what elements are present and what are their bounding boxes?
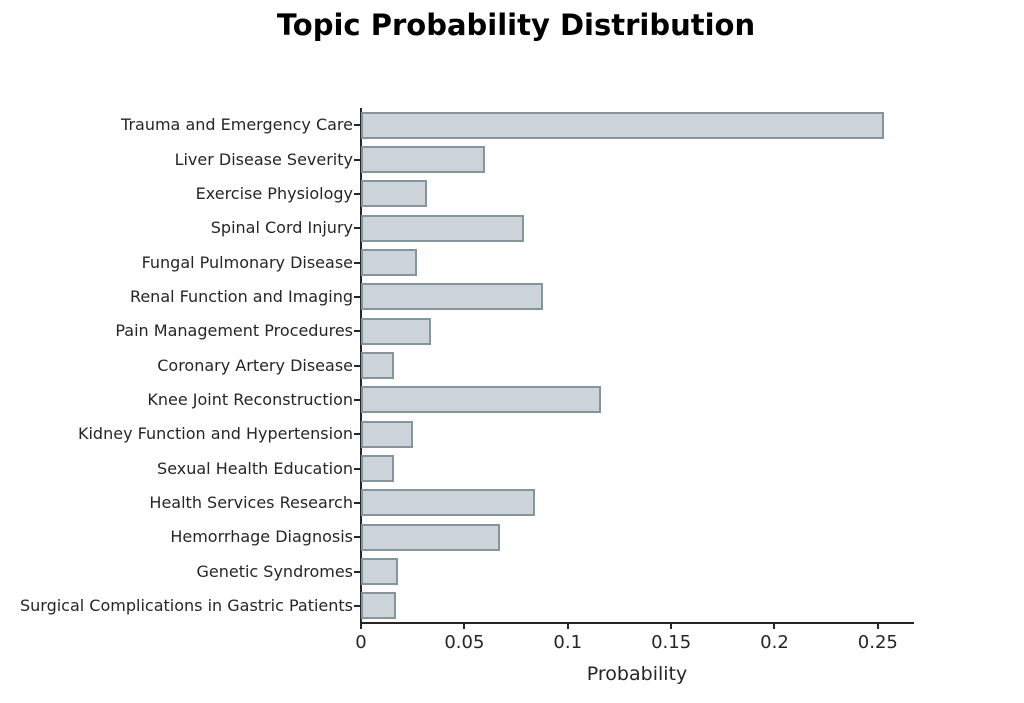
- bar: [361, 523, 500, 551]
- y-tick-mark: [354, 330, 360, 333]
- y-tick-mark: [354, 158, 360, 161]
- x-axis-line: [360, 622, 914, 624]
- bar: [361, 420, 413, 448]
- y-tick-mark: [354, 398, 360, 401]
- x-tick-mark: [360, 624, 362, 629]
- bar: [361, 180, 427, 208]
- y-tick-mark: [354, 467, 360, 470]
- bar: [361, 489, 535, 517]
- y-tick-mark: [354, 192, 360, 195]
- y-tick-label: Surgical Complications in Gastric Patien…: [19, 595, 353, 615]
- x-axis-label: Probability: [586, 663, 688, 685]
- y-tick-label: Pain Management Procedures: [115, 321, 353, 341]
- bar: [361, 592, 396, 620]
- x-tick-label: 0.1: [553, 632, 583, 653]
- bar: [361, 558, 398, 585]
- x-tick-label: 0.25: [857, 632, 898, 653]
- y-tick-label: Knee Joint Reconstruction: [147, 389, 353, 409]
- y-tick-mark: [354, 536, 360, 539]
- y-tick-mark: [354, 604, 360, 607]
- y-tick-label: Trauma and Emergency Care: [121, 115, 353, 135]
- y-tick-mark: [354, 433, 360, 436]
- y-tick-label: Hemorrhage Diagnosis: [170, 527, 353, 547]
- y-tick-label: Sexual Health Education: [157, 458, 353, 478]
- bar: [361, 317, 431, 345]
- x-tick-mark: [670, 624, 673, 629]
- y-tick-mark: [354, 227, 360, 230]
- bar: [361, 214, 524, 242]
- bar: [361, 249, 417, 276]
- y-tick-mark: [354, 261, 360, 264]
- bar: [361, 455, 394, 482]
- y-tick-label: Coronary Artery Disease: [157, 355, 353, 375]
- bar: [361, 386, 601, 414]
- y-tick-label: Health Services Research: [149, 492, 353, 512]
- x-tick-mark: [566, 624, 569, 629]
- bar: [361, 111, 884, 139]
- x-tick-mark: [463, 624, 466, 629]
- y-tick-mark: [354, 364, 360, 367]
- bar: [361, 352, 394, 379]
- y-tick-label: Spinal Cord Injury: [210, 218, 353, 238]
- y-tick-label: Exercise Physiology: [195, 183, 353, 203]
- x-tick-label: 0: [355, 632, 367, 653]
- y-tick-label: Renal Function and Imaging: [129, 286, 353, 306]
- y-tick-label: Kidney Function and Hypertension: [77, 424, 353, 444]
- y-tick-label: Genetic Syndromes: [196, 561, 353, 581]
- bar: [361, 146, 485, 173]
- x-tick-label: 0.2: [760, 632, 789, 653]
- x-tick-mark: [876, 624, 879, 629]
- x-tick-label: 0.15: [651, 632, 692, 653]
- chart-title: Topic Probability Distribution: [276, 8, 756, 42]
- y-tick-label: Fungal Pulmonary Disease: [141, 252, 353, 272]
- y-tick-label: Liver Disease Severity: [174, 149, 353, 169]
- y-tick-mark: [354, 570, 360, 573]
- bar: [361, 283, 543, 311]
- x-tick-mark: [773, 624, 776, 629]
- x-tick-label: 0.05: [444, 632, 485, 653]
- y-tick-mark: [354, 295, 360, 298]
- y-tick-mark: [354, 501, 360, 504]
- y-tick-mark: [354, 124, 360, 127]
